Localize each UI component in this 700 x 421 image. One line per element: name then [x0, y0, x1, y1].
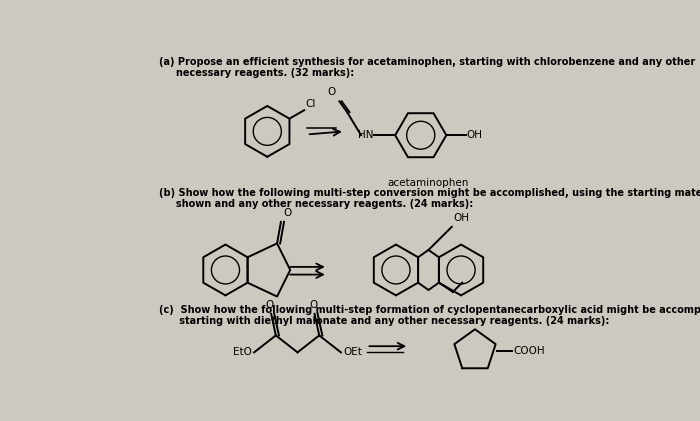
Text: (c)  Show how the following multi-step formation of cyclopentanecarboxylic acid : (c) Show how the following multi-step fo… — [159, 305, 700, 326]
Text: acetaminophen: acetaminophen — [388, 178, 469, 188]
Text: HN: HN — [358, 130, 374, 140]
Text: EtO: EtO — [233, 347, 252, 357]
Text: O: O — [328, 87, 335, 97]
Text: CI: CI — [305, 99, 316, 109]
Text: O: O — [309, 300, 317, 310]
Text: O: O — [284, 208, 291, 218]
Text: (a) Propose an efficient synthesis for acetaminophen, starting with chlorobenzen: (a) Propose an efficient synthesis for a… — [159, 57, 695, 78]
Text: COOH: COOH — [514, 346, 545, 356]
Text: OEt: OEt — [343, 347, 362, 357]
Text: O: O — [265, 300, 274, 310]
Text: (b) Show how the following multi-step conversion might be accomplished, using th: (b) Show how the following multi-step co… — [159, 188, 700, 209]
Text: OH: OH — [466, 130, 482, 140]
Text: OH: OH — [454, 213, 469, 223]
